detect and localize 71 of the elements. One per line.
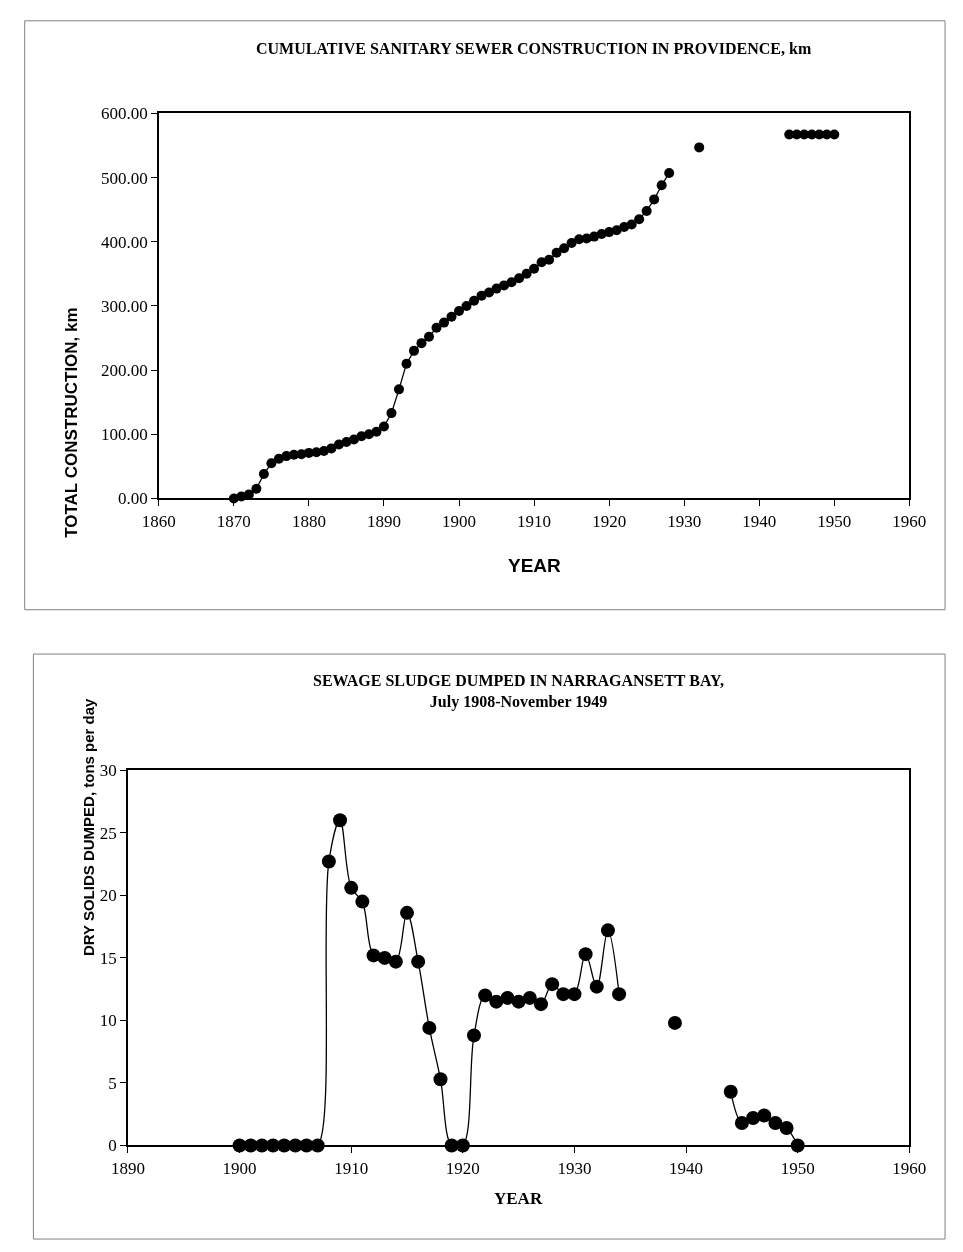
y-tick-label: 20 (99, 886, 117, 906)
point (411, 954, 426, 969)
x-tick-label: 1900 (222, 1158, 257, 1178)
y-tick-label: 500.00 (100, 168, 148, 188)
y-tick-label: 15 (99, 948, 117, 968)
point (433, 1072, 448, 1087)
point (467, 1028, 481, 1043)
x-tick-label: 1940 (742, 511, 777, 531)
point (545, 977, 560, 992)
y-tick-label: 0 (108, 1136, 117, 1156)
point (478, 988, 493, 1003)
point (321, 854, 336, 869)
point (522, 990, 537, 1005)
x-tick-label: 1920 (592, 511, 627, 531)
point (400, 905, 415, 920)
point (422, 1020, 437, 1035)
x-tick-label: 1870 (216, 511, 251, 531)
point (723, 1084, 738, 1099)
point (612, 987, 627, 1002)
point (746, 1110, 761, 1125)
point (757, 1108, 772, 1123)
x-tick-label: 1950 (817, 511, 852, 531)
x-tick-label: 1890 (110, 1158, 145, 1178)
point (355, 894, 370, 909)
y-tick-label: 10 (99, 1011, 117, 1031)
x-tick-label: 1960 (892, 511, 927, 531)
chart-title: SEWAGE SLUDGE DUMPED IN NARRAGANSETT BAY, (313, 672, 725, 689)
x-tick-label: 1910 (517, 511, 552, 531)
y-tick-label: 200.00 (100, 361, 148, 381)
point (768, 1115, 783, 1130)
point (511, 994, 526, 1009)
x-tick-label: 1900 (442, 511, 477, 531)
point (533, 997, 548, 1012)
x-tick-label: 1950 (780, 1158, 815, 1178)
point (578, 947, 593, 962)
point (556, 987, 571, 1002)
point (589, 979, 604, 994)
x-tick-label: 1890 (366, 511, 401, 531)
y-tick-label: 100.00 (100, 425, 148, 445)
point (489, 994, 504, 1009)
point (344, 880, 359, 895)
point (734, 1115, 749, 1130)
x-tick-label: 1930 (557, 1158, 592, 1178)
y-tick-label: 30 (99, 761, 117, 781)
point (500, 990, 515, 1005)
point (600, 923, 615, 938)
y-tick-label: 300.00 (100, 296, 148, 316)
y-tick-label: 5 (108, 1073, 117, 1093)
point (333, 813, 348, 828)
point (377, 950, 392, 965)
y-tick-label: 25 (99, 823, 117, 843)
y-tick-label: 400.00 (100, 232, 148, 252)
x-tick-label: 1910 (334, 1158, 369, 1178)
y-tick-label: 600.00 (100, 104, 148, 124)
point (779, 1120, 794, 1135)
x-tick-label: 1920 (445, 1158, 480, 1178)
x-tick-label: 1930 (667, 511, 702, 531)
y-axis-title: DRY SOLIDS DUMPED, tons per day (80, 697, 98, 957)
point (388, 954, 403, 969)
x-axis-title: YEAR (494, 1189, 543, 1208)
chart-subtitle: July 1908-November 1949 (429, 692, 608, 711)
x-tick-label: 1960 (892, 1158, 927, 1178)
y-tick-label: 0.00 (117, 489, 148, 509)
point (567, 987, 582, 1002)
chart-title: CUMULATIVE SANITARY SEWER CONSTRUCTION IN PROVIDENCE, km (256, 40, 812, 57)
x-axis-title: YEAR (508, 555, 562, 576)
y-axis-title: TOTAL CONSTRUCTION, km (61, 307, 81, 538)
x-tick-label: 1880 (291, 511, 326, 531)
point (667, 1015, 682, 1030)
x-tick-label: 1940 (669, 1158, 704, 1178)
x-tick-label: 1860 (141, 511, 176, 531)
